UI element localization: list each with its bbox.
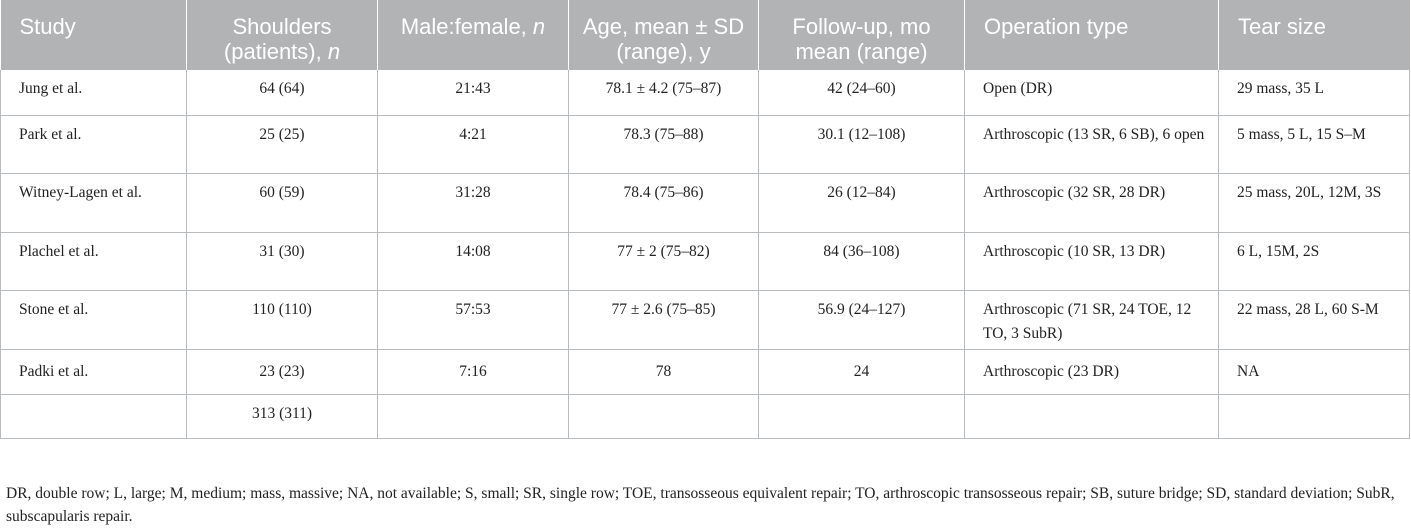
cell-male-female: 14:08 (377, 231, 569, 291)
table-footnote: DR, double row; L, large; M, medium; mas… (6, 485, 1395, 525)
cell-study: Park et al. (0, 114, 187, 174)
cell-male-female: 7:16 (377, 348, 569, 395)
table-row: Stone et al. 110 (110) 57:53 77 ± 2.6 (7… (0, 289, 1410, 350)
cell-shoulders-total: 313 (311) (186, 393, 378, 439)
cell-male-female: 21:43 (377, 70, 569, 116)
cell-follow-up (758, 393, 965, 439)
cell-tear-size: NA (1218, 348, 1410, 395)
table-row: Jung et al. 64 (64) 21:43 78.1 ± 4.2 (75… (0, 70, 1410, 116)
cell-follow-up: 26 (12–84) (758, 172, 965, 233)
cell-shoulders: 64 (64) (186, 70, 378, 116)
cell-operation-type: Arthroscopic (32 SR, 28 DR) (964, 172, 1219, 233)
cell-study: Witney-Lagen et al. (0, 172, 187, 233)
cell-male-female: 31:28 (377, 172, 569, 233)
cell-male-female: 57:53 (377, 289, 569, 350)
cell-shoulders: 60 (59) (186, 172, 378, 233)
cell-follow-up: 24 (758, 348, 965, 395)
table-row: Park et al. 25 (25) 4:21 78.3 (75–88) 30… (0, 114, 1410, 174)
table-row: Padki et al. 23 (23) 7:16 78 24 Arthrosc… (0, 348, 1410, 395)
cell-age: 78.3 (75–88) (568, 114, 759, 174)
cell-shoulders: 23 (23) (186, 348, 378, 395)
cell-study: Stone et al. (0, 289, 187, 350)
cell-study: Plachel et al. (0, 231, 187, 291)
header-male-female: Male:female, n (377, 0, 569, 70)
cell-age (568, 393, 759, 439)
cell-tear-size: 5 mass, 5 L, 15 S–M (1218, 114, 1410, 174)
cell-age: 77 ± 2 (75–82) (568, 231, 759, 291)
cell-age: 78.1 ± 4.2 (75–87) (568, 70, 759, 116)
cell-tear-size: 22 mass, 28 L, 60 S-M (1218, 289, 1410, 350)
cell-age: 78 (568, 348, 759, 395)
header-operation-type: Operation type (964, 0, 1219, 70)
study-table: Study Shoulders (patients), n Male:femal… (0, 0, 1410, 439)
cell-study (0, 393, 187, 439)
cell-follow-up: 84 (36–108) (758, 231, 965, 291)
cell-male-female (377, 393, 569, 439)
cell-operation-type (964, 393, 1219, 439)
cell-tear-size: 29 mass, 35 L (1218, 70, 1410, 116)
header-row: Study Shoulders (patients), n Male:femal… (0, 0, 1410, 70)
cell-tear-size: 25 mass, 20L, 12M, 3S (1218, 172, 1410, 233)
cell-age: 77 ± 2.6 (75–85) (568, 289, 759, 350)
cell-tear-size: 6 L, 15M, 2S (1218, 231, 1410, 291)
cell-shoulders: 31 (30) (186, 231, 378, 291)
cell-operation-type: Arthroscopic (10 SR, 13 DR) (964, 231, 1219, 291)
header-age: Age, mean ± SD (range), y (568, 0, 759, 70)
header-study: Study (0, 0, 187, 70)
table-row-total: 313 (311) (0, 393, 1410, 439)
header-shoulders: Shoulders (patients), n (186, 0, 378, 70)
cell-operation-type: Arthroscopic (23 DR) (964, 348, 1219, 395)
cell-study: Jung et al. (0, 70, 187, 116)
cell-study: Padki et al. (0, 348, 187, 395)
cell-follow-up: 56.9 (24–127) (758, 289, 965, 350)
cell-shoulders: 110 (110) (186, 289, 378, 350)
header-tear-size: Tear size (1218, 0, 1410, 70)
cell-tear-size (1218, 393, 1410, 439)
cell-shoulders: 25 (25) (186, 114, 378, 174)
cell-operation-type: Open (DR) (964, 70, 1219, 116)
cell-age: 78.4 (75–86) (568, 172, 759, 233)
cell-follow-up: 30.1 (12–108) (758, 114, 965, 174)
cell-operation-type: Arthroscopic (13 SR, 6 SB), 6 open (964, 114, 1219, 174)
cell-male-female: 4:21 (377, 114, 569, 174)
table-row: Plachel et al. 31 (30) 14:08 77 ± 2 (75–… (0, 231, 1410, 291)
header-follow-up: Follow-up, mo mean (range) (758, 0, 965, 70)
study-table-container: Study Shoulders (patients), n Male:femal… (0, 0, 1410, 439)
cell-follow-up: 42 (24–60) (758, 70, 965, 116)
cell-operation-type: Arthroscopic (71 SR, 24 TOE, 12 TO, 3 Su… (964, 289, 1219, 350)
table-row: Witney-Lagen et al. 60 (59) 31:28 78.4 (… (0, 172, 1410, 233)
